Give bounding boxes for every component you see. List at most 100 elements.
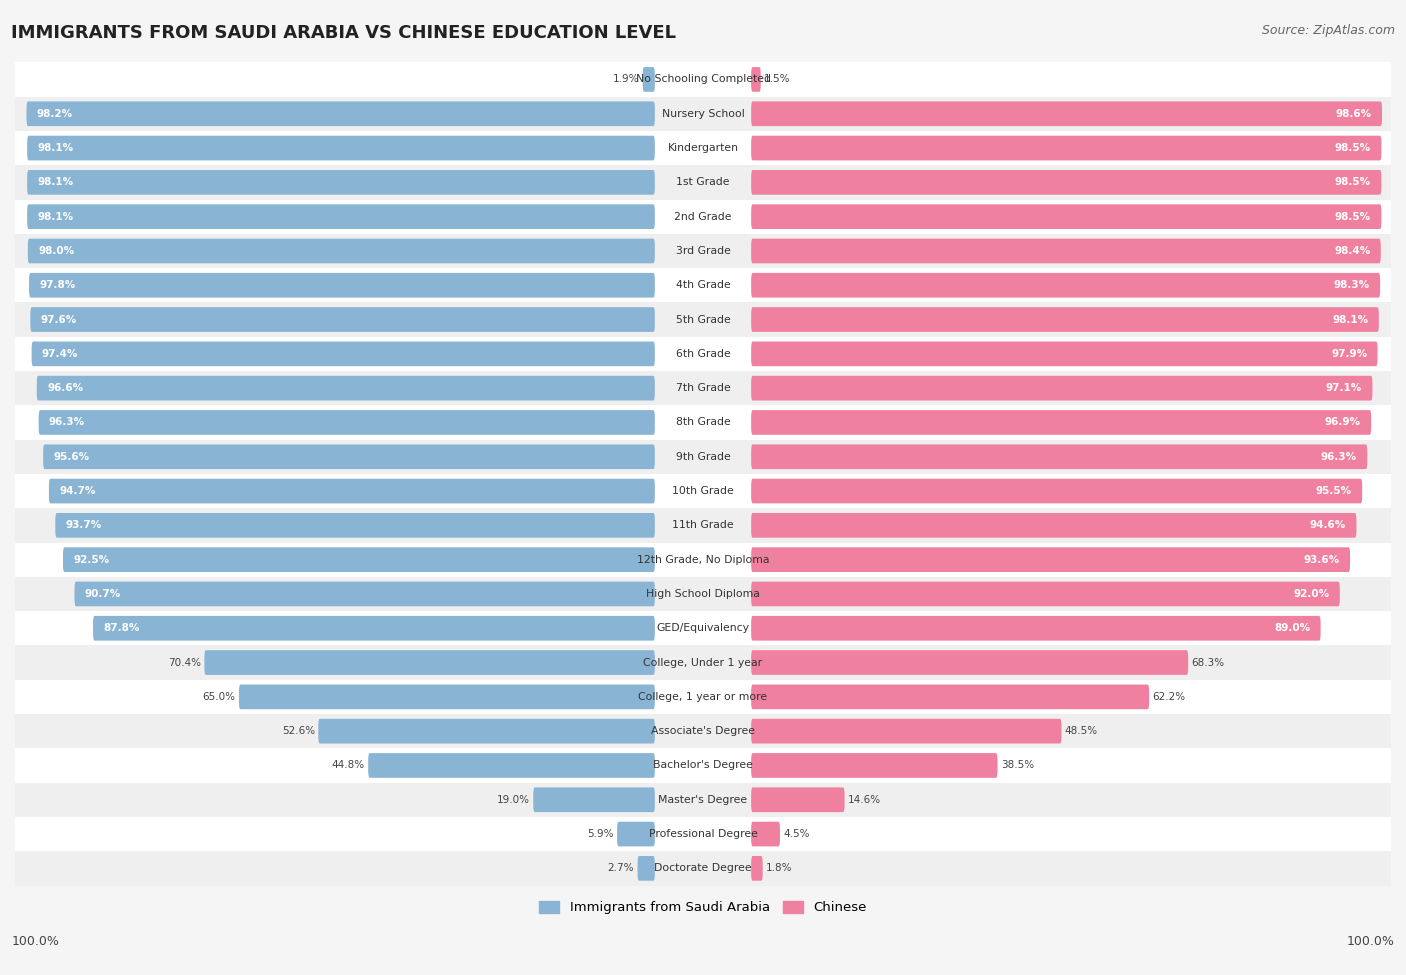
Text: 10th Grade: 10th Grade xyxy=(672,487,734,496)
Text: IMMIGRANTS FROM SAUDI ARABIA VS CHINESE EDUCATION LEVEL: IMMIGRANTS FROM SAUDI ARABIA VS CHINESE … xyxy=(11,24,676,42)
FancyBboxPatch shape xyxy=(751,136,1382,161)
Text: Professional Degree: Professional Degree xyxy=(648,829,758,839)
Text: 93.7%: 93.7% xyxy=(66,521,101,530)
Text: 96.9%: 96.9% xyxy=(1324,417,1361,427)
Text: 4th Grade: 4th Grade xyxy=(676,280,730,291)
Text: 1.9%: 1.9% xyxy=(613,74,640,85)
Bar xyxy=(15,817,1391,851)
Text: GED/Equivalency: GED/Equivalency xyxy=(657,623,749,633)
Text: 6th Grade: 6th Grade xyxy=(676,349,730,359)
Bar xyxy=(15,406,1391,440)
FancyBboxPatch shape xyxy=(751,341,1378,367)
Text: 98.6%: 98.6% xyxy=(1336,109,1372,119)
Text: 44.8%: 44.8% xyxy=(332,760,364,770)
Text: Nursery School: Nursery School xyxy=(662,109,744,119)
FancyBboxPatch shape xyxy=(44,445,655,469)
FancyBboxPatch shape xyxy=(751,547,1350,572)
FancyBboxPatch shape xyxy=(751,822,780,846)
Text: 1.8%: 1.8% xyxy=(766,863,793,874)
FancyBboxPatch shape xyxy=(93,616,655,641)
Text: 2.7%: 2.7% xyxy=(607,863,634,874)
Text: 96.3%: 96.3% xyxy=(1320,451,1357,462)
Bar xyxy=(15,62,1391,97)
Text: 98.5%: 98.5% xyxy=(1334,177,1371,187)
Bar xyxy=(15,97,1391,131)
FancyBboxPatch shape xyxy=(751,513,1357,537)
FancyBboxPatch shape xyxy=(751,410,1371,435)
Text: 97.4%: 97.4% xyxy=(42,349,79,359)
FancyBboxPatch shape xyxy=(751,205,1382,229)
Text: 8th Grade: 8th Grade xyxy=(676,417,730,427)
FancyBboxPatch shape xyxy=(751,273,1381,297)
Text: 12th Grade, No Diploma: 12th Grade, No Diploma xyxy=(637,555,769,565)
Text: No Schooling Completed: No Schooling Completed xyxy=(636,74,770,85)
Text: 5.9%: 5.9% xyxy=(588,829,613,839)
Bar xyxy=(15,611,1391,645)
Text: 7th Grade: 7th Grade xyxy=(676,383,730,393)
Text: 98.4%: 98.4% xyxy=(1334,246,1371,256)
Text: High School Diploma: High School Diploma xyxy=(647,589,759,599)
FancyBboxPatch shape xyxy=(30,273,655,297)
FancyBboxPatch shape xyxy=(32,341,655,367)
Text: 98.0%: 98.0% xyxy=(38,246,75,256)
FancyBboxPatch shape xyxy=(63,547,655,572)
Text: Kindergarten: Kindergarten xyxy=(668,143,738,153)
FancyBboxPatch shape xyxy=(643,67,655,92)
Bar xyxy=(15,508,1391,542)
Text: 65.0%: 65.0% xyxy=(202,692,235,702)
Bar xyxy=(15,714,1391,748)
Text: 9th Grade: 9th Grade xyxy=(676,451,730,462)
Text: 19.0%: 19.0% xyxy=(496,795,530,804)
Text: 98.1%: 98.1% xyxy=(38,143,73,153)
FancyBboxPatch shape xyxy=(751,479,1362,503)
Bar xyxy=(15,474,1391,508)
Text: 98.5%: 98.5% xyxy=(1334,143,1371,153)
FancyBboxPatch shape xyxy=(239,684,655,709)
Text: College, 1 year or more: College, 1 year or more xyxy=(638,692,768,702)
Text: 95.6%: 95.6% xyxy=(53,451,90,462)
Bar xyxy=(15,234,1391,268)
Bar xyxy=(15,131,1391,165)
Text: 95.5%: 95.5% xyxy=(1316,487,1353,496)
Text: 98.1%: 98.1% xyxy=(1333,315,1368,325)
Legend: Immigrants from Saudi Arabia, Chinese: Immigrants from Saudi Arabia, Chinese xyxy=(534,896,872,919)
FancyBboxPatch shape xyxy=(751,307,1379,332)
Text: Doctorate Degree: Doctorate Degree xyxy=(654,863,752,874)
Text: 94.7%: 94.7% xyxy=(59,487,96,496)
FancyBboxPatch shape xyxy=(637,856,655,880)
Text: 97.1%: 97.1% xyxy=(1326,383,1362,393)
FancyBboxPatch shape xyxy=(751,788,845,812)
Text: 97.8%: 97.8% xyxy=(39,280,76,291)
Text: 92.5%: 92.5% xyxy=(73,555,110,565)
Text: 93.6%: 93.6% xyxy=(1303,555,1340,565)
Text: 96.3%: 96.3% xyxy=(49,417,86,427)
Text: 48.5%: 48.5% xyxy=(1064,726,1098,736)
Bar xyxy=(15,165,1391,200)
FancyBboxPatch shape xyxy=(751,375,1372,401)
Text: 52.6%: 52.6% xyxy=(281,726,315,736)
FancyBboxPatch shape xyxy=(617,822,655,846)
Text: 98.1%: 98.1% xyxy=(38,177,73,187)
Bar xyxy=(15,783,1391,817)
FancyBboxPatch shape xyxy=(49,479,655,503)
FancyBboxPatch shape xyxy=(368,753,655,778)
FancyBboxPatch shape xyxy=(751,445,1367,469)
FancyBboxPatch shape xyxy=(75,582,655,606)
FancyBboxPatch shape xyxy=(31,307,655,332)
Text: 87.8%: 87.8% xyxy=(104,623,139,633)
Bar xyxy=(15,542,1391,577)
Text: 97.6%: 97.6% xyxy=(41,315,77,325)
Text: 1.5%: 1.5% xyxy=(765,74,790,85)
Text: College, Under 1 year: College, Under 1 year xyxy=(644,657,762,668)
FancyBboxPatch shape xyxy=(27,101,655,126)
FancyBboxPatch shape xyxy=(751,856,762,880)
FancyBboxPatch shape xyxy=(204,650,655,675)
FancyBboxPatch shape xyxy=(318,719,655,744)
FancyBboxPatch shape xyxy=(28,239,655,263)
FancyBboxPatch shape xyxy=(751,67,761,92)
Text: 89.0%: 89.0% xyxy=(1274,623,1310,633)
Text: 62.2%: 62.2% xyxy=(1153,692,1185,702)
Text: 1st Grade: 1st Grade xyxy=(676,177,730,187)
Text: Bachelor's Degree: Bachelor's Degree xyxy=(652,760,754,770)
FancyBboxPatch shape xyxy=(55,513,655,537)
